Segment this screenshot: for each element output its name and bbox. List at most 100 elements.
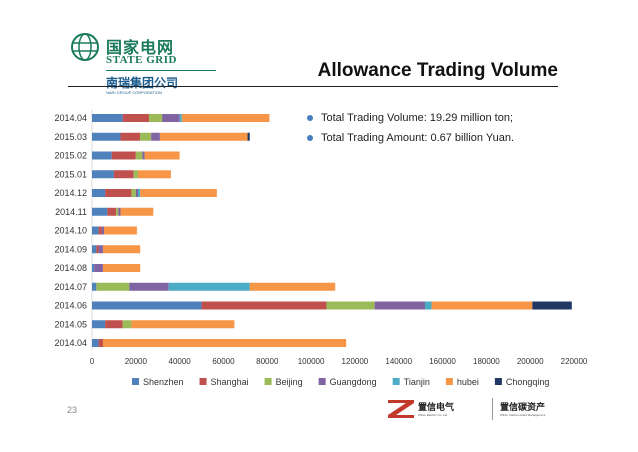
y-tick-label: 2014.10 bbox=[54, 226, 87, 236]
title-divider bbox=[68, 86, 558, 87]
bar-segment-shanghai bbox=[111, 151, 136, 160]
note-text: Total Trading Amount: 0.67 billion Yuan. bbox=[321, 132, 515, 144]
x-tick-label: 20000 bbox=[125, 357, 148, 366]
footer-logos: 置信电气 Zhixin Electric Co.,Ltd 置信碳资产 Zhixi… bbox=[388, 398, 588, 420]
bar-segment-guangdong bbox=[98, 245, 103, 254]
bar-segment-shenzhen bbox=[92, 282, 97, 291]
bar-segment-beijing bbox=[122, 320, 132, 329]
legend-swatch-shenzhen bbox=[132, 378, 139, 385]
y-tick-label: 2014.06 bbox=[54, 301, 87, 311]
bar-segment-shenzhen bbox=[92, 170, 114, 179]
globe-icon bbox=[71, 33, 99, 61]
footer-brand2-en: Zhixin Carbon Asset Management bbox=[500, 413, 546, 417]
bar-segment-hubei bbox=[138, 170, 171, 179]
y-tick-label: 2014.07 bbox=[54, 282, 87, 292]
bar-segment-guangdong bbox=[151, 132, 160, 141]
zhixin-z-icon bbox=[388, 400, 414, 418]
legend-swatch-hubei bbox=[445, 378, 453, 385]
bar-segment-hubei bbox=[102, 264, 141, 272]
bar-segment-shanghai bbox=[96, 245, 99, 254]
legend-swatch-chongqing bbox=[494, 378, 502, 385]
bar-segment-shanghai bbox=[98, 226, 102, 235]
legend-swatch-guangdong bbox=[318, 378, 326, 385]
bar-segment-shenzhen bbox=[92, 320, 106, 329]
bar-segment-shanghai bbox=[201, 301, 327, 310]
bar-segment-guangdong bbox=[135, 189, 139, 197]
y-tick-label: 2014.04 bbox=[54, 338, 87, 348]
slide-title: Allowance Trading Volume bbox=[317, 60, 558, 81]
note-trading-volume: Total Trading Volume: 19.29 million ton; bbox=[307, 112, 577, 124]
bar-segment-hubei bbox=[144, 151, 180, 160]
y-tick-label: 2014.05 bbox=[54, 319, 87, 329]
legend-label-tianjin: Tianjin bbox=[404, 377, 430, 387]
bar-segment-shanghai bbox=[105, 320, 123, 329]
bar-segment-guangdong bbox=[374, 301, 426, 310]
x-tick-label: 180000 bbox=[473, 357, 500, 366]
legend-swatch-beijing bbox=[264, 378, 272, 385]
bar-segment-guangdong bbox=[129, 282, 169, 291]
note-trading-amount: Total Trading Amount: 0.67 billion Yuan. bbox=[307, 132, 577, 144]
logo-subsidiary-english: NARI GROUP CORPORATION bbox=[106, 90, 162, 95]
footer-brand2-cn: 置信碳资产 bbox=[500, 403, 546, 413]
x-tick-label: 200000 bbox=[517, 357, 544, 366]
bar-segment-shanghai bbox=[107, 207, 117, 216]
bar-segment-tianjin bbox=[425, 301, 432, 310]
bar-segment-tianjin bbox=[168, 282, 250, 291]
footer-divider bbox=[492, 398, 493, 420]
bar-segment-hubei bbox=[140, 189, 217, 197]
bar-segment-beijing bbox=[133, 170, 139, 179]
y-tick-label: 2015.03 bbox=[54, 132, 87, 142]
bar-segment-hubei bbox=[181, 114, 270, 122]
bar-segment-chongqing bbox=[532, 301, 572, 310]
logo-english-name: STATE GRID bbox=[106, 54, 177, 66]
bar-segment-beijing bbox=[96, 282, 130, 291]
bar-segment-shenzhen bbox=[92, 245, 97, 254]
x-tick-label: 140000 bbox=[385, 357, 412, 366]
legend-swatch-shanghai bbox=[199, 378, 207, 385]
x-tick-label: 160000 bbox=[429, 357, 456, 366]
bullet-icon bbox=[307, 135, 313, 141]
bar-segment-shenzhen bbox=[92, 189, 106, 197]
legend-label-chongqing: Chongqing bbox=[506, 377, 550, 387]
bar-segment-beijing bbox=[148, 114, 163, 122]
bar-segment-tianjin bbox=[179, 114, 182, 122]
bar-segment-guangdong bbox=[118, 207, 121, 216]
legend-label-hubei: hubei bbox=[457, 377, 479, 387]
bar-segment-hubei bbox=[431, 301, 533, 310]
bar-segment-shenzhen bbox=[92, 114, 123, 122]
bar-segment-shenzhen bbox=[92, 226, 99, 235]
bar-segment-chongqing bbox=[247, 132, 250, 141]
page-number: 23 bbox=[67, 405, 78, 415]
x-tick-label: 120000 bbox=[342, 357, 369, 366]
bar-segment-shenzhen bbox=[92, 339, 99, 347]
bar-segment-hubei bbox=[249, 282, 336, 291]
bar-segment-hubei bbox=[131, 320, 235, 329]
legend-label-shenzhen: Shenzhen bbox=[143, 377, 184, 387]
legend-swatch-tianjin bbox=[392, 378, 400, 385]
bar-segment-beijing bbox=[135, 151, 143, 160]
bar-segment-shanghai bbox=[122, 114, 149, 122]
bar-segment-tianjin bbox=[138, 189, 141, 197]
y-tick-label: 2014.12 bbox=[54, 188, 87, 198]
y-tick-label: 2015.02 bbox=[54, 151, 87, 161]
bullet-icon bbox=[307, 115, 313, 121]
bar-segment-guangdong bbox=[101, 226, 105, 235]
bar-segment-shanghai bbox=[120, 132, 141, 141]
bar-segment-guangdong bbox=[162, 114, 180, 122]
bar-segment-shanghai bbox=[105, 189, 132, 197]
note-text: Total Trading Volume: 19.29 million ton; bbox=[321, 112, 514, 124]
x-tick-label: 80000 bbox=[256, 357, 279, 366]
bar-segment-shenzhen bbox=[92, 301, 202, 310]
logo-chinese-name: 国家电网 bbox=[106, 38, 175, 57]
bar-segment-beijing bbox=[326, 301, 375, 310]
bar-segment-hubei bbox=[102, 339, 347, 347]
bar-segment-beijing bbox=[131, 189, 136, 197]
legend-label-shanghai: Shanghai bbox=[211, 377, 249, 387]
y-tick-label: 2015.01 bbox=[54, 169, 87, 179]
bar-segment-guangdong bbox=[142, 151, 145, 160]
bar-segment-shanghai bbox=[98, 339, 103, 347]
footer-brand1-en: Zhixin Electric Co.,Ltd bbox=[418, 413, 448, 417]
bar-segment-shenzhen bbox=[92, 151, 112, 160]
bar-segment-hubei bbox=[104, 226, 137, 235]
